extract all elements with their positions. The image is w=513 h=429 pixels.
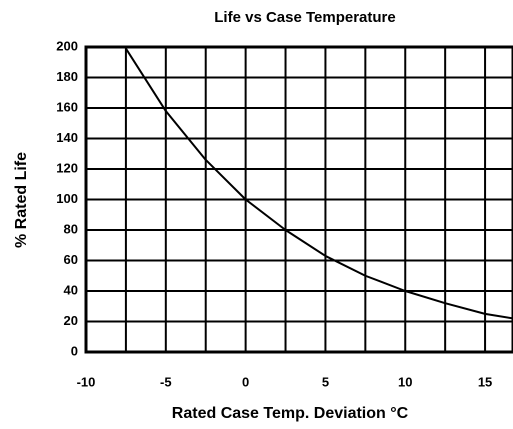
y-tick-label: 60	[64, 252, 78, 267]
x-tick-label: 15	[478, 374, 492, 389]
x-tick-label: -10	[77, 374, 96, 389]
x-tick-label: 5	[322, 374, 329, 389]
y-tick-label: 0	[71, 343, 78, 358]
y-tick-label: 120	[56, 160, 78, 175]
y-tick-label: 80	[64, 221, 78, 236]
x-axis-label: Rated Case Temp. Deviation °C	[172, 405, 409, 422]
line	[125, 47, 513, 320]
x-tick-label: 0	[242, 374, 249, 389]
plot-border	[84, 45, 513, 354]
y-tick-label: 160	[56, 99, 78, 114]
y-axis-label: % Rated Life	[13, 152, 30, 248]
chart-title: Life vs Case Temperature	[214, 9, 395, 26]
y-tick-label: 180	[56, 69, 78, 84]
x-tick-label: 10	[398, 374, 412, 389]
y-tick-label: 100	[56, 191, 78, 206]
x-tick-label: -5	[160, 374, 172, 389]
y-tick-label: 200	[56, 38, 78, 53]
y-tick-label: 20	[64, 313, 78, 328]
y-tick-label: 40	[64, 282, 78, 297]
y-tick-label: 140	[56, 130, 78, 145]
